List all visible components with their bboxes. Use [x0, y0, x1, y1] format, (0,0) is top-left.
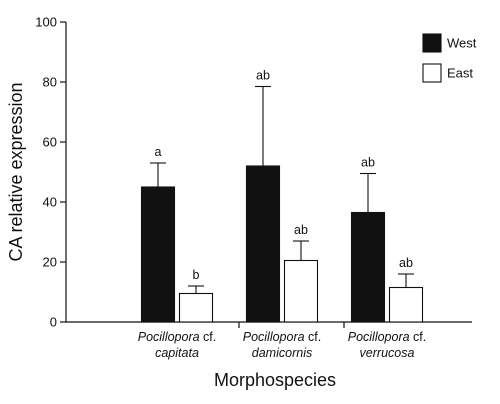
x-tick-label-species: capitata: [155, 346, 199, 360]
x-axis-title: Morphospecies: [214, 370, 336, 390]
x-tick-label: Pocillopora cf.: [138, 330, 217, 344]
data-label: a: [155, 145, 162, 159]
bar-west: [245, 165, 281, 323]
bar-west: [140, 186, 176, 323]
legend-swatch-east: [422, 63, 442, 83]
y-tick-label: 20: [43, 255, 57, 270]
data-label: ab: [294, 223, 308, 237]
legend-label-west: West: [447, 36, 477, 51]
y-tick-label: 60: [43, 135, 57, 150]
axes: 0 20 40 60 80 100 Pocillopora cf. capitata Pocil…: [35, 15, 472, 360]
bar-west: [350, 211, 386, 323]
bar-east: [388, 286, 424, 323]
y-tick-label: 80: [43, 75, 57, 90]
legend-label-east: East: [447, 66, 473, 81]
y-axis-title: CA relative expression: [6, 82, 26, 261]
y-tick-label: 40: [43, 195, 57, 210]
data-label: b: [193, 268, 200, 282]
bar-east: [283, 259, 319, 323]
legend: West East: [422, 33, 477, 83]
bars: a ab ab b ab ab: [140, 69, 424, 323]
x-tick-label-species: verrucosa: [360, 346, 415, 360]
data-label: ab: [399, 256, 413, 270]
x-tick-label: Pocillopora cf.: [243, 330, 322, 344]
x-tick-label: Pocillopora cf.: [348, 330, 427, 344]
data-label: ab: [361, 156, 375, 170]
legend-swatch-west: [422, 33, 442, 53]
y-tick-label: 0: [50, 315, 57, 330]
bar-east: [178, 292, 214, 323]
data-label: ab: [256, 69, 270, 83]
x-tick-label-species: damicornis: [252, 346, 312, 360]
y-tick-label: 100: [35, 15, 57, 30]
